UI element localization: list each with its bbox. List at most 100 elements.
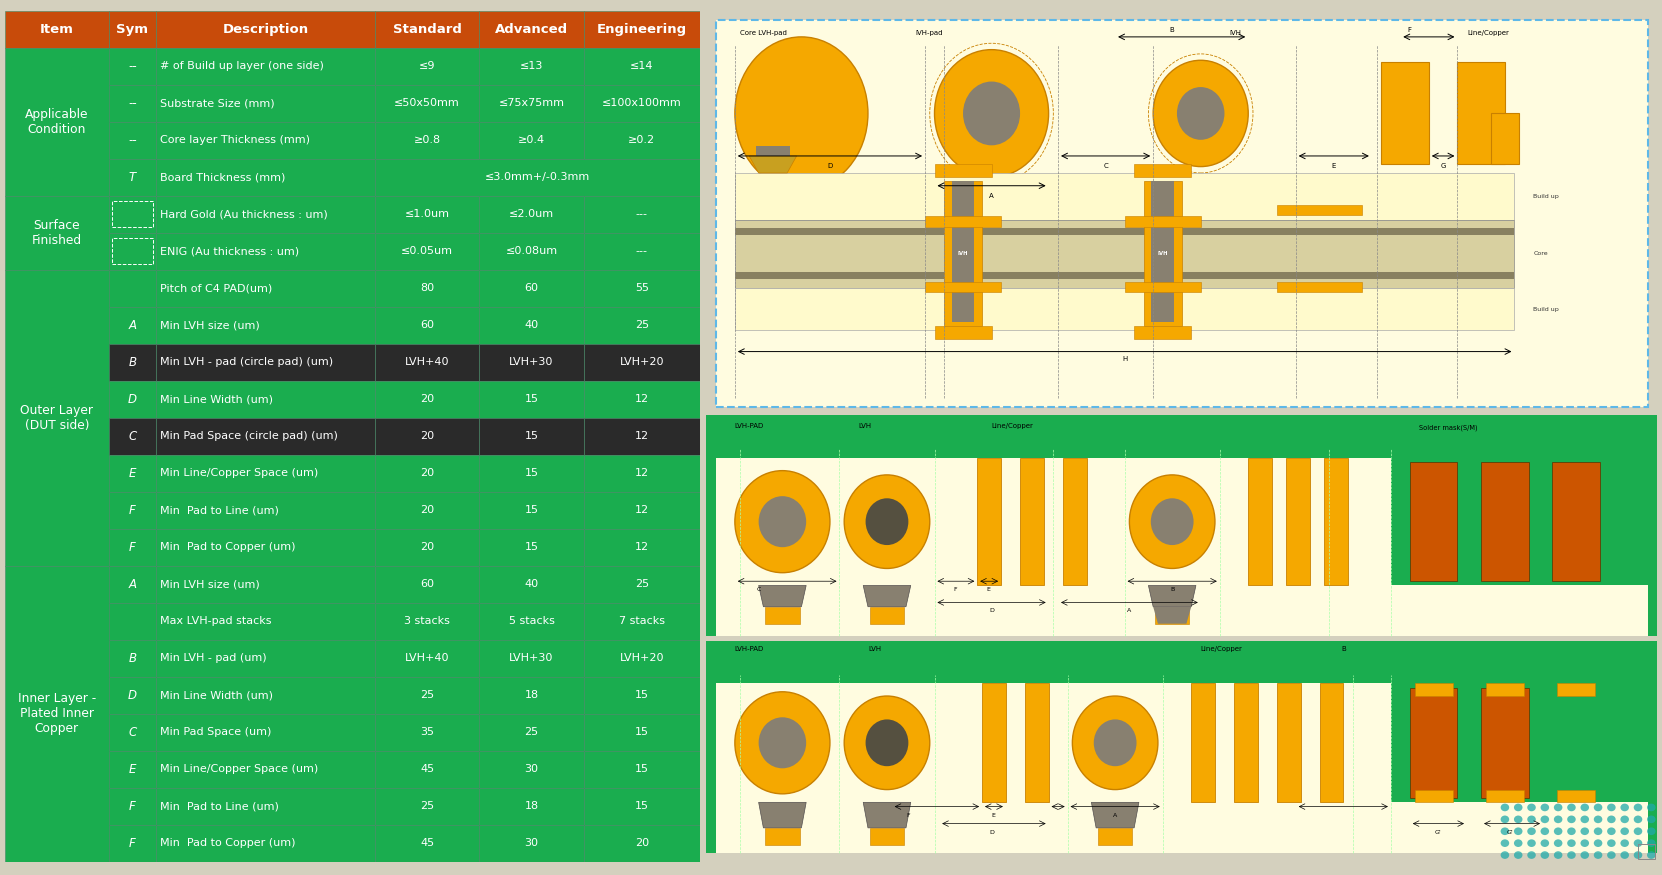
Bar xyxy=(1552,462,1601,581)
Bar xyxy=(108,528,156,566)
Bar xyxy=(376,158,700,196)
Text: F: F xyxy=(1408,27,1411,33)
Text: ≤1.0um: ≤1.0um xyxy=(404,209,449,219)
Bar xyxy=(706,416,1657,458)
Circle shape xyxy=(1581,816,1589,823)
Polygon shape xyxy=(750,156,796,173)
Bar xyxy=(376,344,479,381)
Bar xyxy=(583,344,700,381)
Bar xyxy=(1391,683,1647,802)
Text: Min Pad Space (circle pad) (um): Min Pad Space (circle pad) (um) xyxy=(160,431,337,441)
Text: F: F xyxy=(954,587,957,592)
Bar xyxy=(583,122,700,158)
Circle shape xyxy=(1594,816,1602,823)
Bar xyxy=(156,233,376,270)
Text: ≤13: ≤13 xyxy=(520,61,543,71)
Circle shape xyxy=(1567,828,1576,835)
Bar xyxy=(156,566,376,603)
Text: Line/Copper: Line/Copper xyxy=(992,423,1034,429)
Text: A: A xyxy=(128,578,136,591)
Bar xyxy=(1276,683,1300,802)
Text: E: E xyxy=(987,587,991,592)
Bar xyxy=(982,683,1006,802)
Bar xyxy=(156,825,376,862)
Text: 18: 18 xyxy=(525,690,538,700)
Circle shape xyxy=(1607,851,1615,859)
Bar xyxy=(1491,114,1519,164)
Bar xyxy=(111,201,153,228)
Text: 15: 15 xyxy=(635,802,648,811)
Bar xyxy=(583,492,700,528)
Bar xyxy=(376,11,479,47)
Bar xyxy=(479,270,583,306)
Bar xyxy=(479,47,583,85)
Bar xyxy=(706,416,1657,636)
Bar xyxy=(583,528,700,566)
Bar xyxy=(156,47,376,85)
Bar xyxy=(583,676,700,714)
Text: Min LVH - pad (um): Min LVH - pad (um) xyxy=(160,654,268,663)
Circle shape xyxy=(1514,839,1522,847)
Bar xyxy=(5,270,108,566)
Bar xyxy=(583,825,700,862)
Text: Min  Pad to Line (um): Min Pad to Line (um) xyxy=(160,802,279,811)
Circle shape xyxy=(1554,816,1562,823)
Text: D: D xyxy=(128,689,136,702)
Bar xyxy=(735,220,1514,288)
Text: 12: 12 xyxy=(635,505,648,515)
Bar xyxy=(1276,206,1363,215)
Text: 5 stacks: 5 stacks xyxy=(509,616,555,626)
Circle shape xyxy=(1594,839,1602,847)
Text: 20: 20 xyxy=(635,838,648,849)
Bar xyxy=(735,288,1514,330)
Bar xyxy=(583,196,700,233)
Circle shape xyxy=(1634,828,1642,835)
Ellipse shape xyxy=(844,475,929,569)
Text: ≤0.08um: ≤0.08um xyxy=(505,246,557,256)
Bar xyxy=(376,676,479,714)
Text: Min  Pad to Line (um): Min Pad to Line (um) xyxy=(160,505,279,515)
Text: --: -- xyxy=(128,96,136,109)
Circle shape xyxy=(1501,816,1509,823)
Text: 20: 20 xyxy=(420,395,434,404)
Text: 40: 40 xyxy=(525,320,538,330)
Bar xyxy=(706,640,1657,853)
Text: IVH-pad: IVH-pad xyxy=(916,30,942,36)
Bar xyxy=(1557,683,1596,696)
Text: 15: 15 xyxy=(525,542,538,552)
Bar xyxy=(108,714,156,751)
Text: D: D xyxy=(989,608,994,613)
Bar xyxy=(108,492,156,528)
Text: 7 stacks: 7 stacks xyxy=(618,616,665,626)
Circle shape xyxy=(1527,816,1536,823)
Polygon shape xyxy=(1148,585,1197,606)
Bar xyxy=(479,566,583,603)
Bar xyxy=(944,181,982,326)
Text: Solder mask(S/M): Solder mask(S/M) xyxy=(1419,425,1478,431)
Bar xyxy=(934,164,992,178)
Circle shape xyxy=(1567,839,1576,847)
Circle shape xyxy=(1554,851,1562,859)
Bar xyxy=(583,714,700,751)
Text: Min Line/Copper Space (um): Min Line/Copper Space (um) xyxy=(160,468,319,479)
Text: ---: --- xyxy=(637,246,648,256)
Text: 15: 15 xyxy=(525,468,538,479)
Text: 60: 60 xyxy=(525,284,538,293)
Circle shape xyxy=(1647,828,1655,835)
Bar xyxy=(108,751,156,788)
Circle shape xyxy=(1634,803,1642,811)
Bar xyxy=(376,825,479,862)
Circle shape xyxy=(1541,816,1549,823)
Text: Description: Description xyxy=(223,23,309,36)
Bar xyxy=(479,751,583,788)
Bar xyxy=(1381,62,1429,164)
Bar xyxy=(1133,326,1192,339)
Bar xyxy=(108,788,156,825)
Bar xyxy=(376,122,479,158)
Bar xyxy=(156,676,376,714)
Text: LVH+40: LVH+40 xyxy=(406,654,449,663)
Bar xyxy=(1320,683,1343,802)
Bar xyxy=(156,270,376,306)
Bar xyxy=(765,606,799,624)
Bar xyxy=(479,306,583,344)
